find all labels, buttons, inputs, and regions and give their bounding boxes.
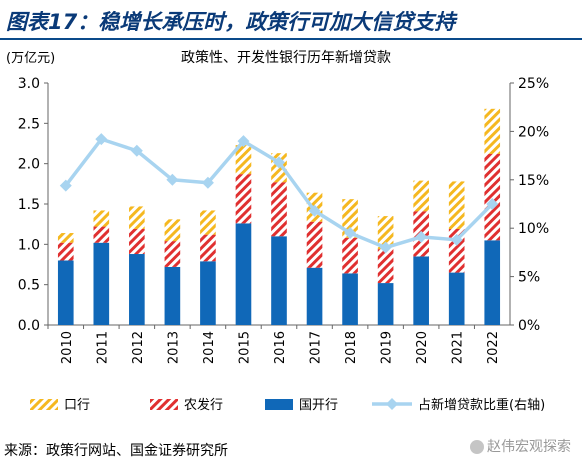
bar-cdb <box>235 223 252 325</box>
bar-cdb <box>306 267 323 325</box>
source-note: 来源：政策行网站、国金证券研究所 <box>4 443 228 459</box>
x-tick-label: 2013 <box>166 331 181 364</box>
bar-exim <box>448 181 465 230</box>
bar-exim <box>93 210 110 227</box>
ratio-point <box>166 173 179 186</box>
x-tick-label: 2016 <box>273 331 288 364</box>
right-tick-label: 20% <box>518 124 549 140</box>
page-title: 图表17：稳增长承压时，政策行可加大信贷支持 <box>6 10 456 34</box>
ratio-point <box>415 230 428 243</box>
legend-swatch <box>150 399 178 410</box>
left-axis-unit: (万亿元) <box>6 51 55 66</box>
left-tick-label: 1.0 <box>18 237 40 253</box>
bar-adbc <box>377 249 394 284</box>
x-tick-label: 2015 <box>237 331 252 364</box>
bar-cdb <box>413 256 429 325</box>
bar-adbc <box>271 182 287 237</box>
bar-exim <box>377 216 394 250</box>
left-tick-label: 3.0 <box>18 76 40 92</box>
legend-label: 占新增贷款比重(右轴) <box>418 397 545 413</box>
bar-cdb <box>164 266 181 325</box>
bar-cdb <box>484 240 501 325</box>
x-tick-label: 2019 <box>380 331 395 364</box>
legend-marker <box>386 398 398 410</box>
bar-adbc <box>93 226 110 243</box>
x-tick-label: 2017 <box>309 331 324 364</box>
ratio-point <box>201 176 214 189</box>
bar-cdb <box>377 283 394 325</box>
ratio-point <box>273 156 285 169</box>
bar-cdb <box>129 254 145 325</box>
x-tick-label: 2011 <box>95 331 110 364</box>
bar-cdb <box>93 242 110 325</box>
chart-area: (万亿元) 政策性、开发性银行历年新增贷款 0.0 0.5 1.0 1.5 2.0 2.5… <box>0 40 582 430</box>
right-tick-label: 15% <box>518 173 549 189</box>
legend-label: 国开行 <box>299 398 338 413</box>
x-tick-label: 2014 <box>202 331 217 364</box>
legend-swatch <box>265 399 293 410</box>
legend-label: 农发行 <box>184 397 223 413</box>
ratio-point <box>344 227 357 240</box>
x-tick-label: 2022 <box>486 331 501 364</box>
ratio-point <box>59 179 72 192</box>
bar-exim <box>342 199 358 238</box>
bar-exim <box>413 180 429 212</box>
ratio-point <box>379 241 392 254</box>
x-tick-label: 2012 <box>131 331 146 364</box>
bar-cdb <box>200 261 216 325</box>
ratio-point <box>130 144 143 157</box>
wechat-icon <box>470 440 484 454</box>
legend-label: 口行 <box>64 398 90 413</box>
x-tick-label: 2010 <box>60 331 75 364</box>
right-tick-label: 0% <box>518 318 540 334</box>
bar-adbc <box>484 153 501 241</box>
bar-exim <box>200 210 216 235</box>
bar-adbc <box>200 234 216 262</box>
left-tick-label: 2.0 <box>18 157 40 173</box>
legend-swatch <box>30 399 58 410</box>
bar-exim <box>235 145 252 175</box>
watermark: 赵伟宏观探索 <box>470 436 571 456</box>
bar-cdb <box>448 272 465 325</box>
left-tick-label: 0.0 <box>18 318 40 334</box>
ratio-point <box>450 233 463 246</box>
axes-group: 0.0 0.5 1.0 1.5 2.0 2.5 3.0 0% 5% 10% 15% 20% 25% 201… <box>18 76 549 364</box>
bar-exim <box>129 206 145 230</box>
x-tick-label: 2021 <box>451 331 466 364</box>
watermark-text: 赵伟宏观探索 <box>487 439 571 455</box>
bar-adbc <box>306 221 323 268</box>
x-tick-label: 2018 <box>344 331 359 364</box>
ratio-point <box>237 135 250 148</box>
ratio-line-group <box>59 133 499 254</box>
chart-svg: (万亿元) 政策性、开发性银行历年新增贷款 0.0 0.5 1.0 1.5 2.0 2.5… <box>6 49 549 413</box>
bar-exim <box>57 233 74 243</box>
bar-cdb <box>57 260 74 325</box>
bars-group <box>57 108 501 325</box>
bar-adbc <box>235 174 252 224</box>
legend: 口行 农发行 国开行 占新增贷款比重(右轴) <box>30 397 545 413</box>
x-tick-label: 2020 <box>415 331 430 364</box>
bar-adbc <box>164 241 181 267</box>
ratio-point <box>308 204 321 217</box>
right-tick-label: 10% <box>518 221 549 237</box>
left-tick-label: 1.5 <box>18 197 40 213</box>
bar-adbc <box>129 229 145 255</box>
right-tick-label: 5% <box>518 270 540 286</box>
bar-adbc <box>57 242 74 261</box>
bar-exim <box>164 219 181 242</box>
left-tick-label: 0.5 <box>18 278 40 294</box>
right-tick-label: 25% <box>518 76 549 92</box>
ratio-point <box>95 133 108 146</box>
title-bar: 图表17：稳增长承压时，政策行可加大信贷支持 <box>0 0 582 40</box>
bar-adbc <box>342 237 358 274</box>
left-tick-label: 2.5 <box>18 116 40 132</box>
chart-title: 政策性、开发性银行历年新增贷款 <box>181 49 391 66</box>
bar-exim <box>484 108 501 154</box>
bar-cdb <box>271 236 287 325</box>
bar-cdb <box>342 273 358 325</box>
ratio-point <box>486 198 499 210</box>
